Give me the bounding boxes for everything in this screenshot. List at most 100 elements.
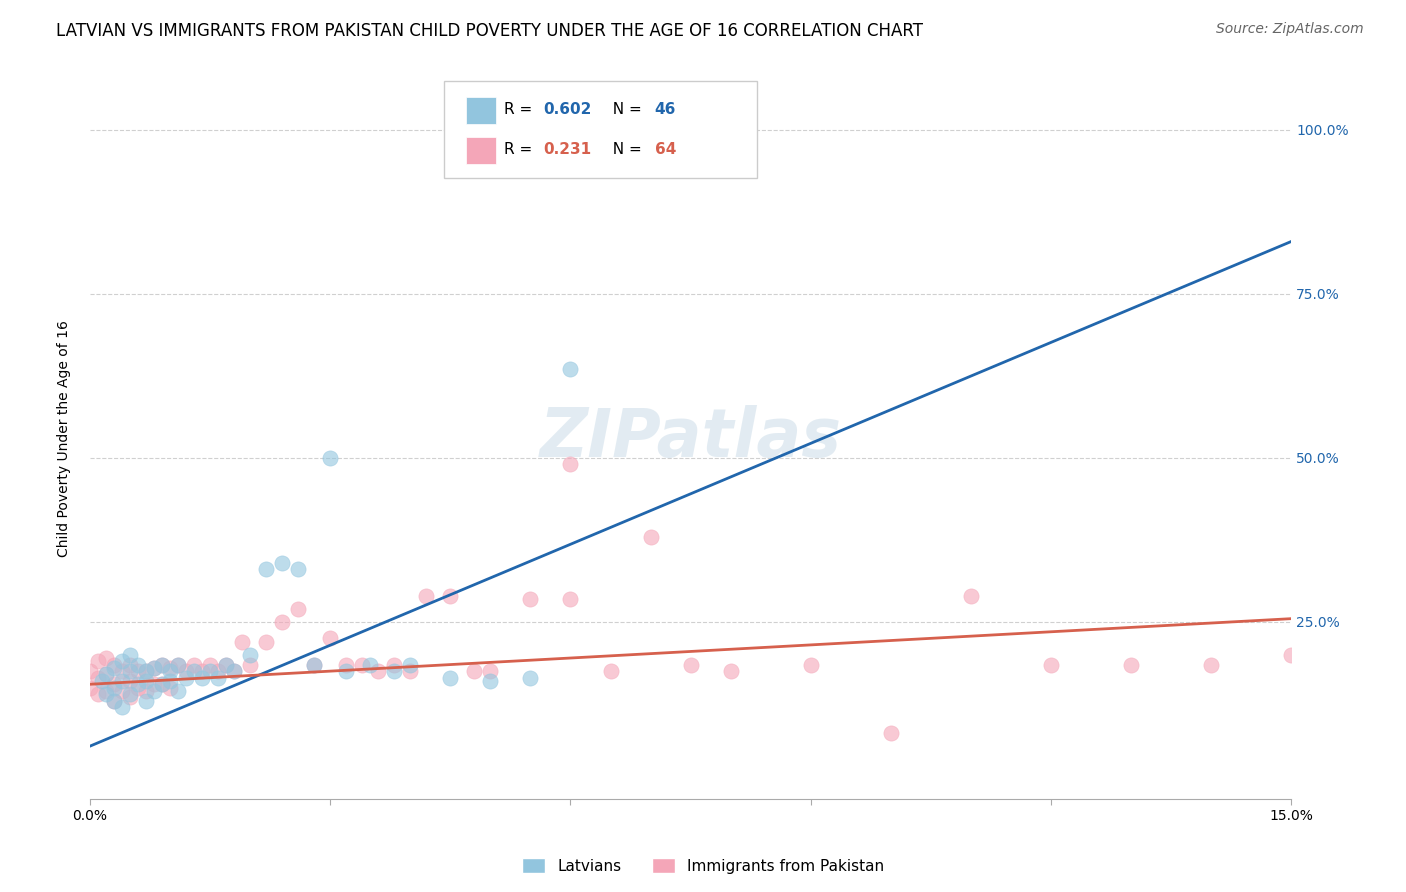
- Point: [150, 657, 173, 672]
- Point: [159, 673, 181, 688]
- Point: [127, 681, 149, 695]
- Point: [135, 683, 157, 698]
- Point: [335, 657, 357, 672]
- Point: [143, 677, 166, 691]
- Text: LATVIAN VS IMMIGRANTS FROM PAKISTAN CHILD POVERTY UNDER THE AGE OF 16 CORRELATIO: LATVIAN VS IMMIGRANTS FROM PAKISTAN CHIL…: [56, 22, 924, 40]
- Point: [207, 671, 229, 685]
- Point: [143, 661, 166, 675]
- Point: [720, 664, 742, 678]
- Point: [239, 657, 262, 672]
- Point: [118, 657, 141, 672]
- Point: [382, 657, 405, 672]
- Point: [640, 530, 662, 544]
- Point: [479, 673, 502, 688]
- Text: R =: R =: [505, 142, 543, 157]
- Point: [103, 657, 125, 672]
- Point: [560, 362, 582, 376]
- Point: [103, 693, 125, 707]
- Point: [174, 664, 197, 678]
- Point: [1040, 657, 1063, 672]
- Point: [127, 657, 149, 672]
- Text: ZIPatlas: ZIPatlas: [540, 405, 842, 471]
- Point: [103, 681, 125, 695]
- Point: [463, 664, 485, 678]
- Text: 46: 46: [655, 103, 676, 118]
- Point: [335, 664, 357, 678]
- Point: [239, 648, 262, 662]
- Point: [118, 690, 141, 705]
- Point: [215, 657, 238, 672]
- Point: [382, 664, 405, 678]
- Point: [79, 681, 101, 695]
- Point: [287, 602, 309, 616]
- Point: [167, 657, 190, 672]
- Text: 0.602: 0.602: [543, 103, 592, 118]
- Point: [183, 664, 205, 678]
- Point: [415, 589, 437, 603]
- Point: [198, 664, 221, 678]
- Point: [271, 556, 294, 570]
- Point: [254, 562, 277, 576]
- Bar: [465, 97, 496, 124]
- Point: [87, 671, 110, 685]
- Point: [135, 664, 157, 678]
- Point: [111, 664, 134, 678]
- Point: [319, 450, 342, 465]
- Point: [319, 632, 342, 646]
- Point: [94, 667, 117, 681]
- Point: [94, 687, 117, 701]
- Point: [135, 693, 157, 707]
- Point: [599, 664, 621, 678]
- Point: [880, 726, 903, 740]
- Point: [222, 664, 245, 678]
- Point: [231, 634, 253, 648]
- Point: [94, 683, 117, 698]
- Point: [198, 657, 221, 672]
- Point: [399, 664, 422, 678]
- Point: [143, 661, 166, 675]
- Point: [479, 664, 502, 678]
- Text: 64: 64: [655, 142, 676, 157]
- Point: [287, 562, 309, 576]
- Point: [135, 673, 157, 688]
- Point: [159, 681, 181, 695]
- Point: [271, 615, 294, 629]
- Point: [352, 657, 374, 672]
- Point: [222, 664, 245, 678]
- Point: [94, 651, 117, 665]
- Point: [191, 671, 214, 685]
- Point: [560, 458, 582, 472]
- Point: [302, 657, 325, 672]
- Point: [1279, 648, 1302, 662]
- Point: [159, 661, 181, 675]
- Point: [111, 683, 134, 698]
- Text: N =: N =: [603, 103, 647, 118]
- Point: [118, 687, 141, 701]
- Text: R =: R =: [505, 103, 537, 118]
- Point: [207, 664, 229, 678]
- Point: [103, 693, 125, 707]
- Point: [103, 661, 125, 675]
- Point: [118, 673, 141, 688]
- Point: [519, 591, 541, 606]
- Point: [302, 657, 325, 672]
- Point: [87, 654, 110, 668]
- Point: [800, 657, 823, 672]
- Point: [111, 654, 134, 668]
- Point: [159, 664, 181, 678]
- Y-axis label: Child Poverty Under the Age of 16: Child Poverty Under the Age of 16: [58, 320, 72, 557]
- Point: [191, 664, 214, 678]
- Point: [254, 634, 277, 648]
- Point: [439, 671, 461, 685]
- Point: [519, 671, 541, 685]
- Point: [367, 664, 389, 678]
- Point: [111, 700, 134, 714]
- Point: [183, 657, 205, 672]
- Point: [560, 591, 582, 606]
- Point: [111, 673, 134, 688]
- Point: [94, 667, 117, 681]
- Point: [79, 664, 101, 678]
- Legend: Latvians, Immigrants from Pakistan: Latvians, Immigrants from Pakistan: [516, 852, 890, 880]
- Point: [167, 683, 190, 698]
- Point: [399, 657, 422, 672]
